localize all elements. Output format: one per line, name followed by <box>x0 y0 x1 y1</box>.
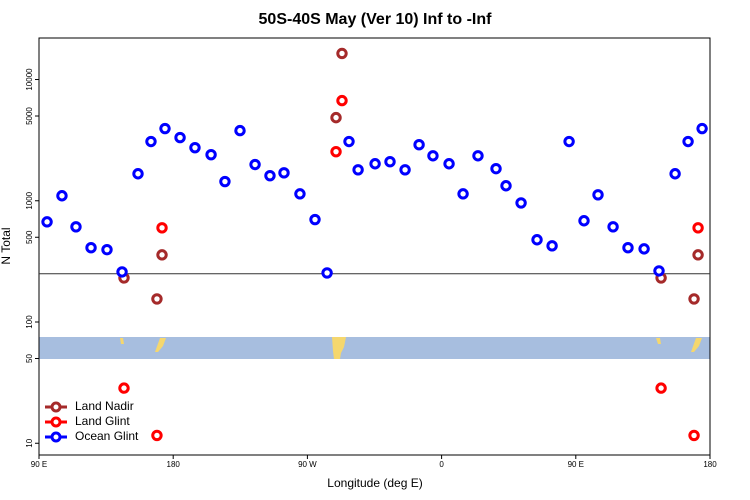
point <box>294 188 306 200</box>
point <box>85 242 97 254</box>
point <box>264 169 276 182</box>
x-tick-label: 90 E <box>568 460 584 469</box>
point <box>249 158 261 171</box>
point <box>369 158 381 170</box>
point <box>101 243 113 256</box>
point <box>336 94 348 107</box>
point <box>669 168 681 180</box>
point <box>321 267 333 279</box>
x-tick-label: 0 <box>439 460 444 469</box>
point <box>472 150 484 162</box>
point <box>116 266 128 278</box>
legend-label: Ocean Glint <box>75 429 139 443</box>
point <box>682 135 694 148</box>
point <box>336 47 348 60</box>
y-tick-label: 100 <box>25 315 34 329</box>
legend-marker <box>50 431 62 443</box>
plot-frame <box>38 37 711 456</box>
point <box>309 213 321 226</box>
point <box>278 167 290 179</box>
point <box>531 234 543 246</box>
point <box>457 188 469 200</box>
point <box>205 148 217 161</box>
point <box>70 221 82 233</box>
legend-marker <box>50 401 62 413</box>
point <box>118 382 130 394</box>
y-tick-label: 10 <box>25 438 34 447</box>
point <box>515 197 527 209</box>
point <box>174 131 186 144</box>
point <box>189 141 201 154</box>
point <box>151 429 163 442</box>
point <box>622 242 634 254</box>
point <box>490 162 502 175</box>
point <box>427 150 439 162</box>
point <box>219 175 231 188</box>
point <box>653 265 665 277</box>
point <box>546 240 558 252</box>
point <box>156 222 168 234</box>
y-tick-label: 50 <box>25 354 34 363</box>
point <box>592 189 604 201</box>
y-axis-label: N Total <box>0 227 13 264</box>
point <box>41 216 53 228</box>
point <box>352 164 364 176</box>
point <box>56 190 68 202</box>
y-tick-label: 5000 <box>25 107 34 125</box>
point <box>330 111 342 124</box>
point <box>413 138 425 151</box>
point <box>688 293 700 305</box>
point <box>443 158 455 170</box>
legend-label: Land Glint <box>75 414 130 428</box>
y-tick-label: 10000 <box>25 68 34 91</box>
point <box>563 135 575 148</box>
point <box>500 180 512 192</box>
x-axis-label: Longitude (deg E) <box>327 476 422 490</box>
point <box>696 122 708 135</box>
legend-label: Land Nadir <box>75 399 134 413</box>
y-tick-label: 1000 <box>25 191 34 209</box>
x-tick-label: 180 <box>167 460 181 469</box>
point <box>638 243 650 255</box>
x-tick-label: 90 W <box>298 460 317 469</box>
point <box>145 135 157 148</box>
point <box>399 164 411 176</box>
map-strip <box>39 337 710 359</box>
point <box>156 249 168 261</box>
point <box>151 293 163 305</box>
chart-title: 50S-40S May (Ver 10) Inf to -Inf <box>259 11 493 28</box>
x-tick-label: 180 <box>703 460 717 469</box>
point <box>692 222 704 234</box>
point <box>692 249 704 261</box>
point <box>132 168 144 180</box>
point <box>330 145 342 158</box>
point <box>234 124 246 137</box>
point <box>159 122 171 135</box>
point <box>655 382 667 394</box>
point <box>578 215 590 227</box>
point <box>384 155 396 168</box>
point <box>343 135 355 148</box>
legend-marker <box>50 416 62 428</box>
point <box>688 429 700 442</box>
y-tick-label: 500 <box>25 230 34 244</box>
x-tick-label: 90 E <box>31 460 47 469</box>
point <box>607 221 619 233</box>
